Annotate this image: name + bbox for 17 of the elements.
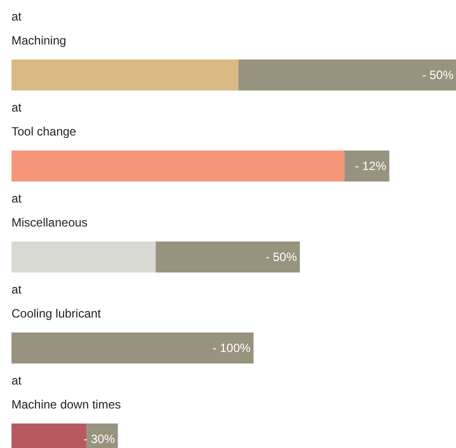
bar (344, 150, 390, 182)
annotation: - 50% (422, 68, 454, 82)
annotation: - 12% (354, 159, 387, 173)
annotation: - 30% (84, 432, 116, 446)
bar (12, 150, 344, 182)
bar (12, 332, 254, 364)
bar (156, 242, 300, 272)
bar (12, 242, 156, 272)
y-tick-label: at Cooling lubricant (12, 282, 102, 320)
bar (238, 60, 456, 90)
bar (12, 60, 238, 90)
y-tick-label: at Miscellaneous (12, 192, 88, 230)
y-tick-label: at Tool change (12, 100, 77, 138)
annotation: - 50% (266, 250, 298, 264)
y-tick-label: at Machining (12, 10, 66, 48)
annotation: - 100% (212, 341, 251, 355)
y-tick-label: at Machine down times (12, 374, 121, 412)
